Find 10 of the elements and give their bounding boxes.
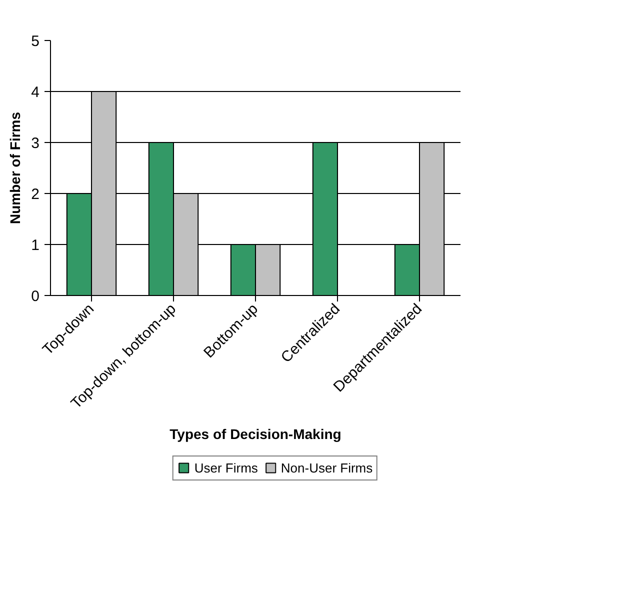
y-tick-label: 4 xyxy=(31,84,40,101)
x-axis-title: Types of Decision-Making xyxy=(170,426,342,442)
y-tick-label: 2 xyxy=(31,186,40,203)
legend-label: Non-User Firms xyxy=(280,460,373,475)
y-tick-label: 0 xyxy=(31,288,40,305)
legend-label: User Firms xyxy=(194,460,258,475)
y-tick-label: 5 xyxy=(31,33,40,50)
y-axis-title: Number of Firms xyxy=(7,112,24,224)
y-tick-label: 1 xyxy=(31,237,40,254)
y-tick-label: 3 xyxy=(31,135,40,152)
